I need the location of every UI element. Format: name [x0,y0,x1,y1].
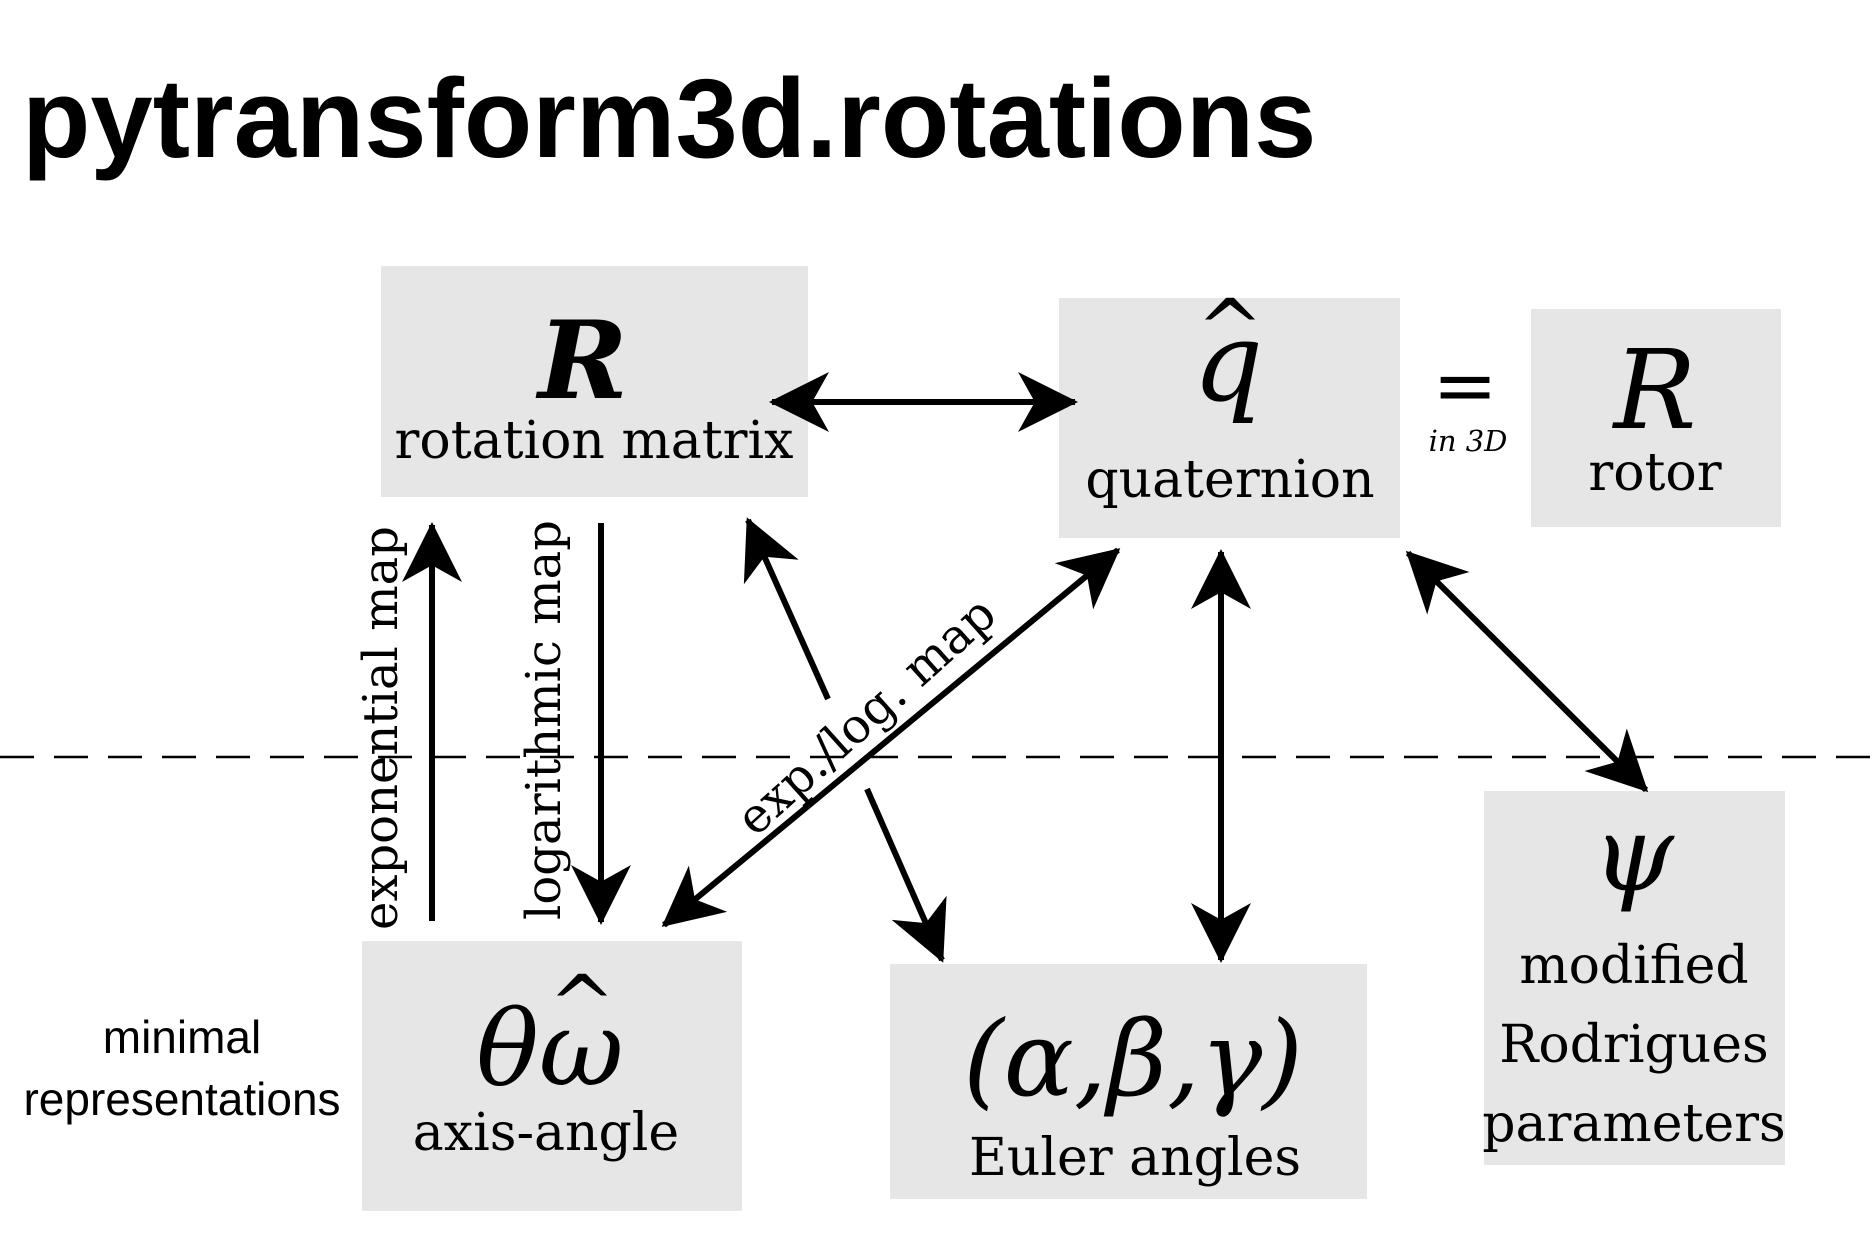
axis-angle-label: axis-angle [413,1103,679,1163]
arrow-matrix-euler-lower [864,787,947,963]
euler-angles-label: Euler angles [969,1128,1301,1188]
page-title: pytransform3d.rotations [22,56,1316,181]
node-rotor: R rotor [1531,309,1781,527]
region-label-line-2: representations [23,1073,340,1125]
arrows [402,372,1649,963]
arrow-exp-log-map [661,547,1121,928]
rotor-label: rotor [1588,443,1721,503]
rotation-matrix-symbol: R [535,298,628,424]
node-rotation-matrix: R rotation matrix [381,266,808,497]
axis-angle-hat: ^ [548,958,615,1051]
node-euler-angles: (α,β,γ) Euler angles [890,964,1367,1199]
arrow-quaternion-mrp [1405,550,1649,793]
node-axis-angle: ^ θω axis-angle [362,941,742,1211]
region-label-line-1: minimal [103,1011,261,1063]
axis-angle-symbol: θω [476,988,623,1110]
mrp-label-line-1: modified [1519,936,1748,996]
mrp-label-line-3: parameters [1482,1094,1785,1154]
mrp-label-line-2: Rodrigues [1499,1015,1768,1075]
euler-angles-symbol: (α,β,γ) [963,998,1303,1120]
mrp-symbol: ψ [1592,793,1675,915]
label-exp-log-map: exp./log. map [726,586,1007,847]
node-quaternion: ^ q quaternion [1059,282,1400,538]
rotor-symbol: R [1612,326,1697,454]
quaternion-symbol: q [1193,298,1263,426]
quaternion-hat: ^ [1196,282,1263,375]
label-logarithmic-map: logarithmic map [516,520,572,920]
arrow-matrix-euler-upper [743,517,831,701]
rotation-matrix-label: rotation matrix [395,411,794,471]
quaternion-label: quaternion [1085,450,1374,510]
equivalence-in-3d: = in 3D [1429,341,1508,458]
equivalence-note: in 3D [1429,424,1508,458]
node-modified-rodrigues-parameters: ψ modified Rodrigues parameters [1482,791,1786,1165]
label-exponential-map: exponential map [353,526,409,930]
equals-sign: = [1432,341,1497,431]
